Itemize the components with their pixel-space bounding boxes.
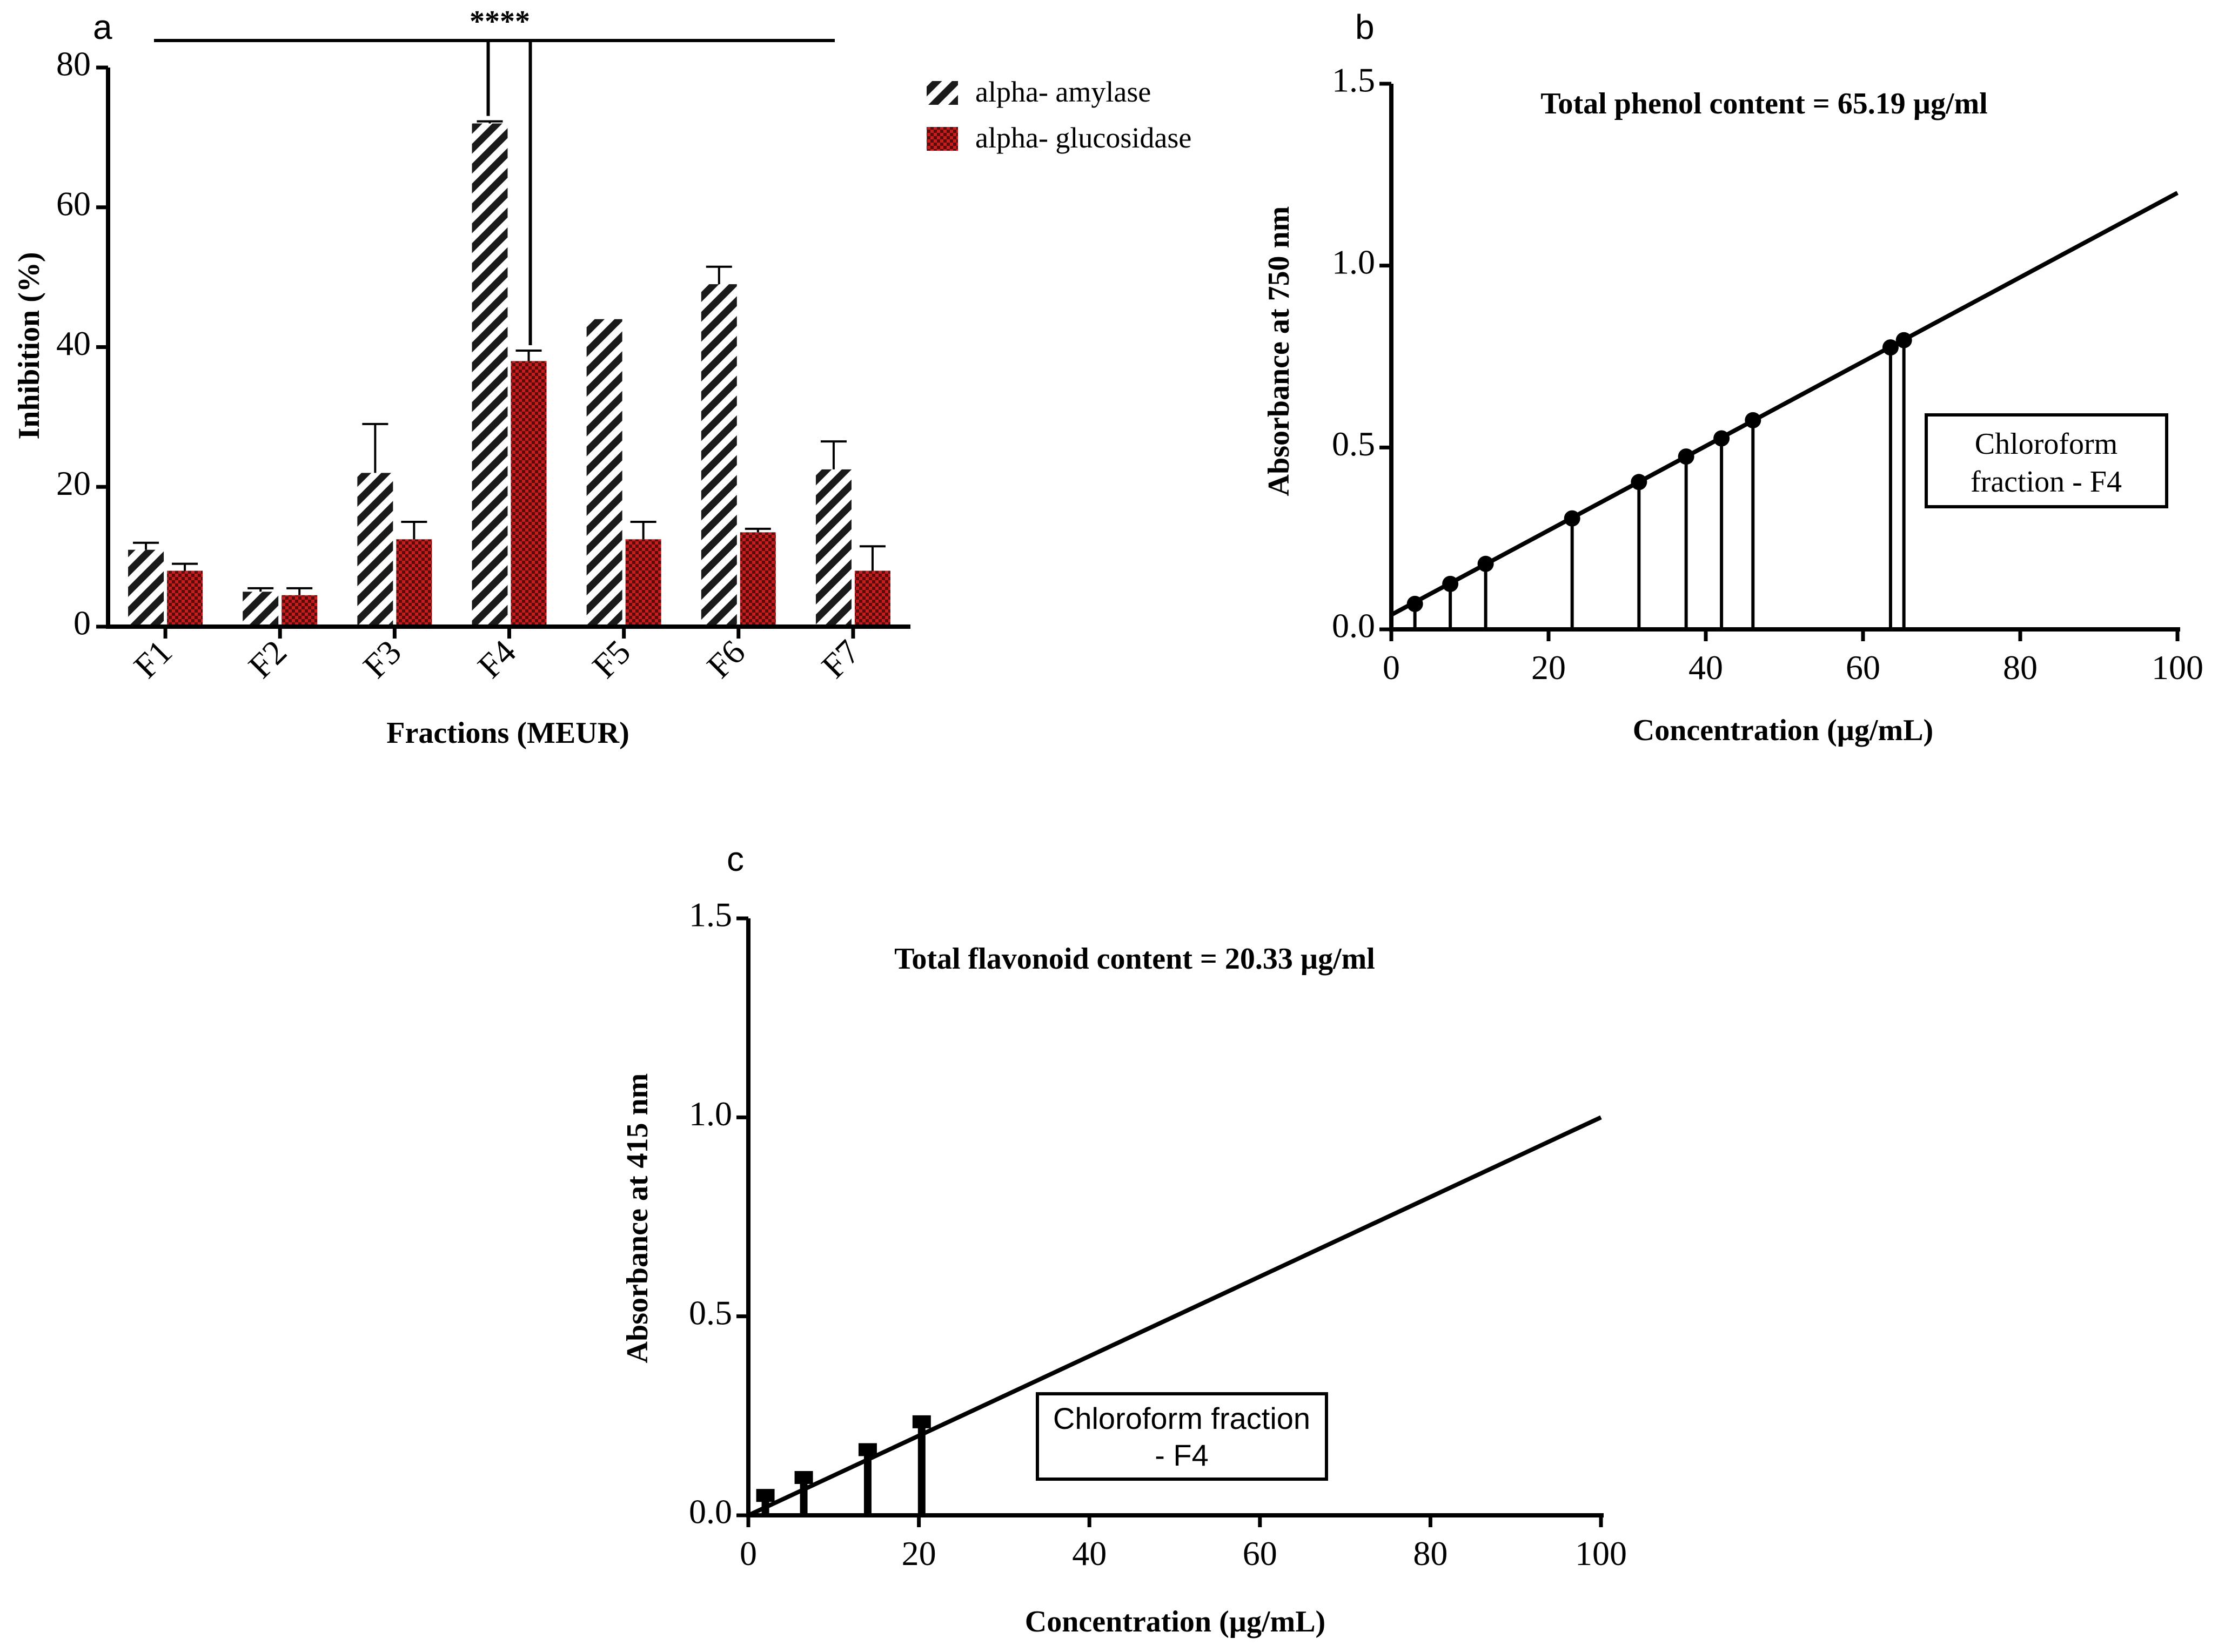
- x-tick-label: 100: [1575, 1534, 1627, 1573]
- x-tick-label: 0: [740, 1534, 757, 1573]
- bar-alpha-amylase: [357, 473, 393, 627]
- data-point: [1442, 575, 1459, 592]
- x-tick-label: 40: [1072, 1534, 1107, 1573]
- bar-alpha-amylase: [815, 469, 852, 627]
- y-tick-label: 0.5: [1332, 425, 1375, 463]
- data-point: [1631, 474, 1647, 491]
- data-point: [794, 1471, 813, 1485]
- data-point: [1895, 332, 1912, 348]
- label-box: [1036, 1392, 1328, 1481]
- y-tick-label: 1.0: [1332, 243, 1375, 281]
- bar-alpha-glucosidase: [282, 595, 318, 627]
- legend-swatch: [927, 127, 958, 151]
- bar-group: [128, 41, 890, 627]
- y-tick-label: 20: [56, 464, 91, 502]
- data-point: [1564, 510, 1580, 527]
- total-flavonoid-annotation: Total flavonoid content = 20.33 µg/ml: [894, 942, 1375, 976]
- drop-lines: [1413, 340, 1906, 629]
- data-point: [1477, 555, 1494, 572]
- data-points: [756, 1415, 931, 1502]
- y-tick-label: 0.0: [689, 1493, 732, 1531]
- panel-b: b 0.0 0.5 1.0 1.5 0 20 40 60 80 100 Total phenol…: [1262, 8, 2203, 747]
- x-tick-label: 100: [2152, 648, 2203, 687]
- bar-alpha-glucosidase: [511, 361, 547, 627]
- bar-alpha-amylase: [701, 284, 737, 627]
- x-tick-label: 40: [1688, 648, 1723, 687]
- bar-alpha-amylase: [472, 123, 508, 627]
- x-ticks: F1 F2 F3 F4 F5 F6 F7: [126, 627, 867, 686]
- x-tick-label: F5: [585, 633, 638, 686]
- label-box: [1925, 413, 2168, 508]
- panel-c: c 0.0 0.5 1.0 1.5 0 20 40 60 80 100 Total flavon…: [621, 840, 1627, 1638]
- label-box-line-1: Chloroform: [1975, 427, 2118, 461]
- y-axis-title: Inhibition (%): [12, 252, 46, 440]
- x-tick-label: 80: [1413, 1534, 1448, 1573]
- data-point: [858, 1443, 877, 1456]
- x-tick-label: F2: [241, 633, 294, 686]
- data-point: [1678, 448, 1694, 465]
- y-ticks: 0.0 0.5 1.0 1.5: [689, 896, 748, 1531]
- legend-label: alpha- amylase: [975, 76, 1151, 108]
- x-tick-label: 60: [1846, 648, 1880, 687]
- y-tick-label: 1.0: [689, 1094, 732, 1133]
- bar-alpha-amylase: [586, 319, 622, 627]
- bar-alpha-glucosidase: [854, 570, 890, 627]
- bar-alpha-amylase: [243, 592, 279, 627]
- x-tick-label: F4: [470, 633, 523, 686]
- x-axis-title: Concentration (µg/mL): [1025, 1605, 1325, 1638]
- x-axis-title: Fractions (MEUR): [386, 716, 629, 750]
- bar-alpha-amylase: [128, 549, 164, 627]
- y-ticks: 0.0 0.5 1.0 1.5: [1332, 61, 1391, 645]
- bar-alpha-glucosidase: [167, 570, 203, 627]
- panel-letter-c: c: [727, 840, 744, 878]
- x-ticks: 0 20 40 60 80 100: [1383, 629, 2203, 687]
- data-point: [1745, 412, 1761, 428]
- y-tick-label: 0: [73, 604, 91, 642]
- fit-line: [747, 1115, 1602, 1517]
- y-axis-title: Absorbance at 750 nm: [1262, 206, 1296, 496]
- label-box-line-2: fraction - F4: [1971, 465, 2122, 499]
- x-tick-label: F1: [126, 633, 179, 686]
- panel-letter-a: a: [93, 8, 112, 46]
- x-tick-label: F6: [700, 633, 753, 686]
- panel-a: a **** 0 20 40 60 80 F1 F2 F3 F4 F5 F6 F7 Fraction…: [12, 5, 1191, 750]
- legend: alpha- amylase alpha- glucosidase: [927, 76, 1191, 154]
- y-tick-label: 0.0: [1332, 607, 1375, 645]
- x-axis-title: Concentration (µg/mL): [1633, 714, 1933, 747]
- x-tick-label: 0: [1383, 648, 1400, 687]
- legend-label: alpha- glucosidase: [975, 122, 1191, 154]
- y-axis-title: Absorbance at 415 nm: [621, 1073, 654, 1364]
- legend-swatch: [927, 81, 958, 105]
- label-box-line-2: - F4: [1155, 1438, 1209, 1472]
- total-phenol-annotation: Total phenol content = 65.19 µg/ml: [1540, 87, 1988, 120]
- data-point: [1882, 339, 1899, 356]
- panel-letter-b: b: [1355, 8, 1375, 46]
- bar-alpha-glucosidase: [740, 532, 776, 627]
- x-ticks: 0 20 40 60 80 100: [740, 1515, 1627, 1573]
- data-point: [912, 1415, 931, 1428]
- y-tick-label: 1.5: [1332, 61, 1375, 99]
- label-box-line-1: Chloroform fraction: [1053, 1401, 1310, 1435]
- bar-alpha-glucosidase: [625, 539, 661, 627]
- fit-line: [1390, 191, 2179, 617]
- x-tick-label: F7: [814, 633, 867, 686]
- x-tick-label: 80: [2003, 648, 2038, 687]
- y-tick-label: 40: [56, 324, 91, 362]
- x-tick-label: F3: [356, 633, 408, 686]
- bar-alpha-glucosidase: [396, 539, 432, 627]
- y-tick-label: 1.5: [689, 896, 732, 934]
- x-tick-label: 20: [1531, 648, 1566, 687]
- y-tick-label: 0.5: [689, 1293, 732, 1332]
- y-tick-label: 60: [56, 184, 91, 223]
- y-ticks: 0 20 40 60 80: [56, 45, 108, 642]
- x-tick-label: 60: [1243, 1534, 1277, 1573]
- data-point: [756, 1489, 775, 1502]
- data-points: [1406, 332, 1912, 612]
- x-tick-label: 20: [902, 1534, 936, 1573]
- significance-stars: ****: [470, 5, 530, 38]
- y-tick-label: 80: [56, 45, 91, 83]
- data-point: [1713, 430, 1730, 447]
- data-point: [1406, 595, 1423, 612]
